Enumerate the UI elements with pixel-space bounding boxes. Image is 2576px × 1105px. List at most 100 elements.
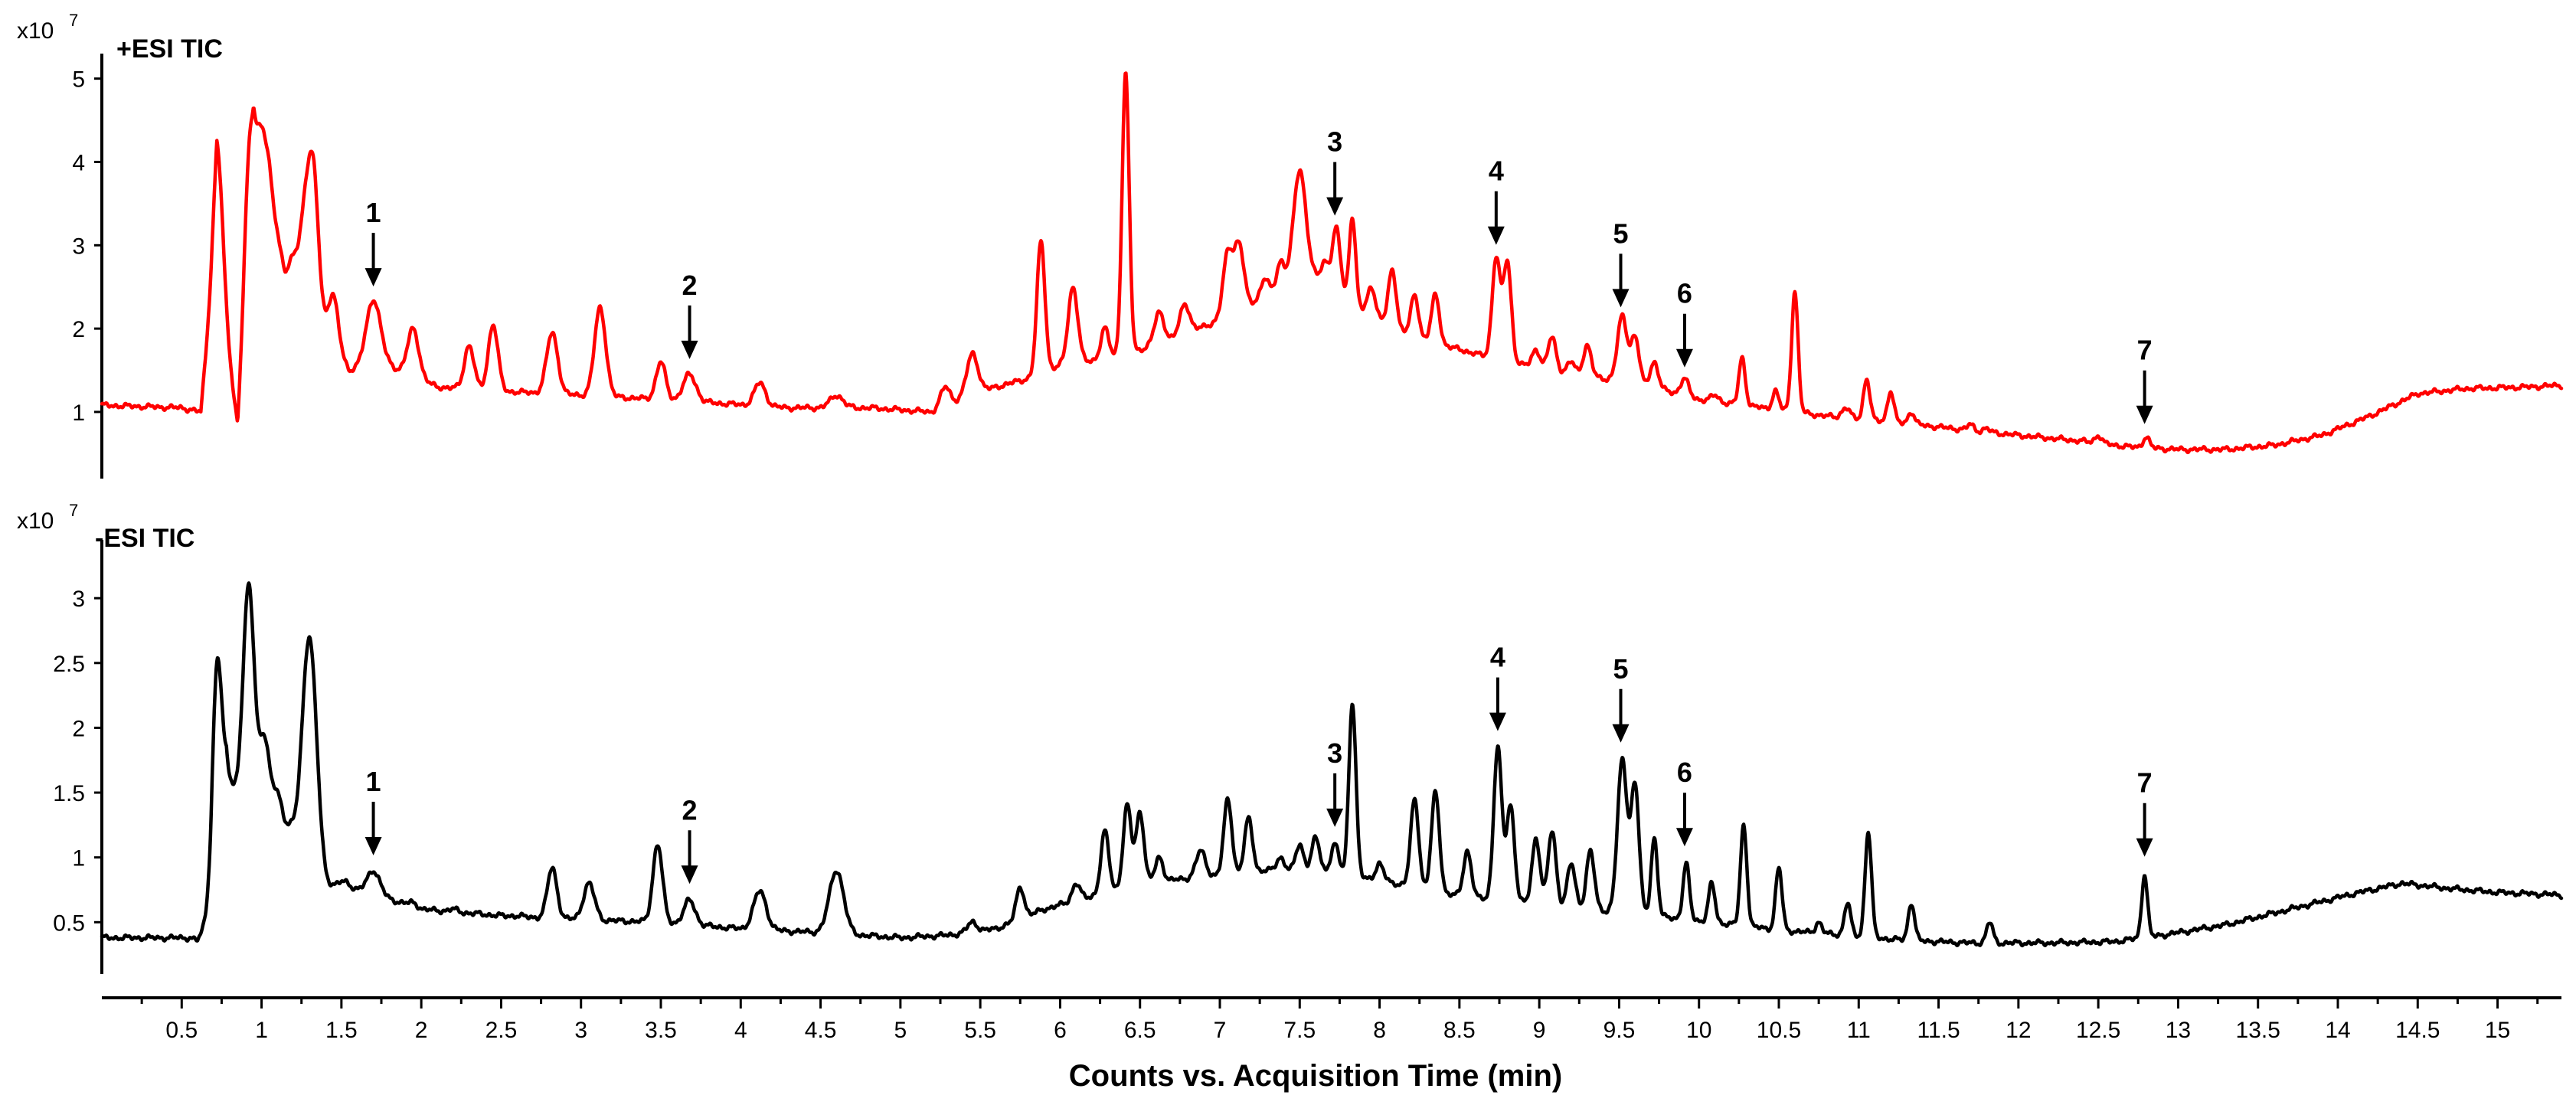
neg-peak-marker-7: 7 [2136, 767, 2153, 857]
x-tick-label-23: 12 [2006, 1018, 2031, 1043]
pos-arrow-head-1 [364, 268, 382, 287]
neg-peak-marker-3: 3 [1326, 737, 1344, 827]
x-tick-label-3: 2 [415, 1018, 428, 1043]
x-tick-label-4: 2.5 [485, 1018, 518, 1043]
x-tick-label-24: 12.5 [2076, 1018, 2120, 1043]
pos-arrow-head-7 [2136, 405, 2153, 424]
x-tick-label-14: 7.5 [1283, 1018, 1316, 1043]
pos-peak-label-2: 2 [682, 270, 698, 301]
x-tick-label-15: 8 [1373, 1018, 1386, 1043]
x-tick-label-5: 3 [574, 1018, 587, 1043]
neg-peak-marker-5: 5 [1612, 653, 1630, 743]
pos-peak-marker-5: 5 [1612, 217, 1630, 308]
neg-panel-title: -ESI TIC [95, 524, 195, 553]
x-tick-label-2: 1.5 [325, 1018, 358, 1043]
neg-exponent-power: 7 [69, 501, 78, 520]
x-tick-label-9: 5 [894, 1018, 907, 1043]
x-tick-label-8: 4.5 [805, 1018, 837, 1043]
x-tick-label-29: 15 [2485, 1018, 2510, 1043]
neg-peak-label-5: 5 [1613, 653, 1628, 685]
neg-peak-label-1: 1 [366, 766, 381, 797]
x-tick-label-25: 13 [2166, 1018, 2191, 1043]
neg-arrow-head-7 [2136, 838, 2153, 857]
neg-peak-label-3: 3 [1327, 737, 1342, 769]
neg-peak-label-2: 2 [682, 794, 698, 825]
pos-peak-marker-3: 3 [1326, 126, 1344, 216]
pos-peak-marker-4: 4 [1487, 155, 1505, 245]
pos-y-tick-label-3: 4 [72, 150, 85, 175]
pos-peak-label-1: 1 [366, 197, 381, 228]
neg-exponent-base: x10 [17, 508, 54, 534]
panel-negative-esi: x10 7 -ESI TIC 0.5 1 1.5 2 2.5 3 1 2 3 4 5 6 7 [17, 501, 2564, 974]
neg-peak-marker-1: 1 [364, 766, 382, 856]
pos-panel-title: +ESI TIC [116, 34, 223, 64]
x-axis: 0.5 1 1.5 2 2.5 3 3.5 4 4.5 5 5.5 6 6.5 7 7.5 8 8.5 9 9.5 1… [102, 996, 2561, 1093]
neg-arrow-head-6 [1675, 828, 1693, 847]
pos-peak-annotations: 1 2 3 4 5 6 7 [364, 126, 2153, 424]
pos-y-ticks: 1 2 3 4 5 [72, 67, 102, 426]
neg-y-tick-label-1: 1 [72, 846, 85, 871]
pos-peak-marker-7: 7 [2136, 335, 2153, 424]
x-tick-label-19: 10 [1686, 1018, 1711, 1043]
x-tick-label-21: 11 [1847, 1018, 1871, 1043]
neg-y-tick-label-0: 0.5 [53, 910, 85, 936]
neg-peak-annotations: 1 2 3 4 5 6 7 [364, 642, 2153, 884]
pos-peak-marker-1: 1 [364, 197, 382, 287]
pos-tic-trace [100, 71, 2564, 455]
pos-arrow-head-5 [1612, 289, 1630, 308]
x-ticks: 0.5 1 1.5 2 2.5 3 3.5 4 4.5 5 5.5 6 6.5 7 7.5 8 8.5 9 9.5 1… [140, 998, 2539, 1043]
x-tick-label-13: 7 [1214, 1018, 1227, 1043]
neg-arrow-head-1 [364, 837, 382, 856]
x-tick-label-6: 3.5 [645, 1018, 677, 1043]
x-tick-label-16: 8.5 [1443, 1018, 1476, 1043]
neg-arrow-head-5 [1612, 724, 1630, 743]
pos-peak-label-7: 7 [2137, 335, 2153, 366]
pos-y-tick-label-0: 1 [72, 400, 85, 426]
pos-arrow-head-2 [681, 340, 698, 359]
x-tick-label-0: 0.5 [165, 1018, 198, 1043]
x-tick-label-26: 13.5 [2236, 1018, 2280, 1043]
neg-peak-label-6: 6 [1677, 757, 1692, 788]
pos-y-tick-label-4: 5 [72, 67, 85, 93]
neg-arrow-head-2 [681, 865, 698, 884]
pos-peak-label-6: 6 [1677, 278, 1692, 309]
neg-peak-marker-6: 6 [1675, 757, 1693, 847]
pos-peak-label-4: 4 [1489, 155, 1504, 187]
pos-arrow-head-3 [1326, 197, 1344, 216]
pos-peak-label-3: 3 [1327, 126, 1342, 158]
neg-tic-trace [100, 581, 2564, 948]
neg-peak-marker-2: 2 [681, 794, 698, 884]
pos-peak-label-5: 5 [1613, 217, 1628, 249]
x-tick-label-17: 9 [1533, 1018, 1546, 1043]
x-tick-label-27: 14 [2325, 1018, 2350, 1043]
x-tick-label-10: 5.5 [964, 1018, 996, 1043]
x-axis-title: Counts vs. Acquisition Time (min) [1069, 1059, 1563, 1093]
neg-y-tick-label-2: 1.5 [53, 781, 85, 806]
neg-peak-label-7: 7 [2137, 767, 2153, 799]
pos-y-tick-label-2: 3 [72, 234, 85, 259]
pos-exponent-power: 7 [69, 11, 78, 30]
x-tick-label-22: 11.5 [1917, 1018, 1960, 1043]
neg-y-tick-label-4: 2.5 [53, 652, 85, 677]
x-tick-label-18: 9.5 [1603, 1018, 1636, 1043]
neg-arrow-head-3 [1326, 808, 1344, 827]
neg-y-ticks: 0.5 1 1.5 2 2.5 3 [53, 587, 102, 936]
pos-arrow-head-6 [1675, 348, 1693, 368]
panel-positive-esi: x10 7 +ESI TIC 1 2 3 4 5 1 2 3 4 5 6 7 [17, 11, 2564, 479]
x-tick-label-12: 6.5 [1124, 1018, 1156, 1043]
pos-exponent-base: x10 [17, 18, 54, 44]
neg-peak-marker-4: 4 [1489, 642, 1506, 731]
x-tick-label-11: 6 [1054, 1018, 1067, 1043]
pos-y-tick-label-1: 2 [72, 317, 85, 342]
pos-peak-marker-2: 2 [681, 270, 698, 359]
x-tick-label-20: 10.5 [1757, 1018, 1801, 1043]
x-tick-label-7: 4 [734, 1018, 747, 1043]
x-tick-label-1: 1 [255, 1018, 268, 1043]
pos-arrow-head-4 [1487, 226, 1505, 245]
pos-peak-marker-6: 6 [1675, 278, 1693, 368]
neg-peak-label-4: 4 [1490, 642, 1505, 673]
neg-arrow-head-4 [1489, 712, 1506, 731]
neg-y-tick-label-3: 2 [72, 716, 85, 741]
neg-y-tick-label-5: 3 [72, 587, 85, 612]
